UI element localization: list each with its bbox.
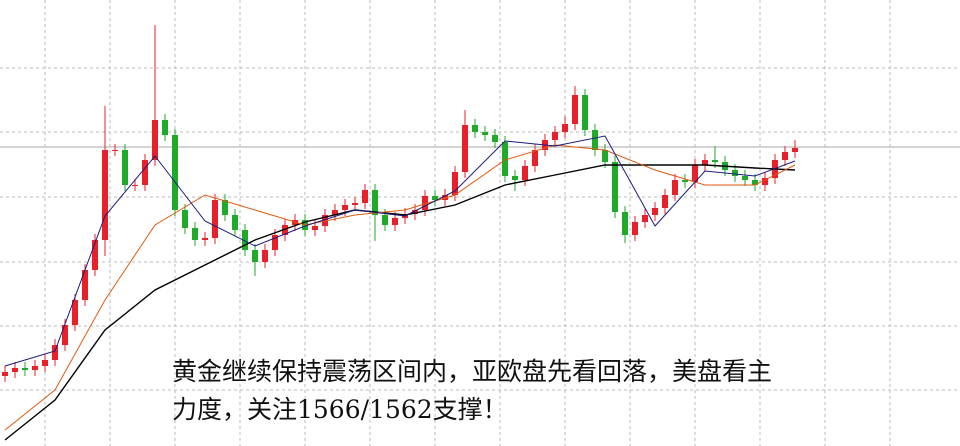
- candle-body: [522, 166, 528, 180]
- candle-body: [552, 132, 558, 140]
- candle-body: [712, 160, 718, 162]
- candle-body: [252, 250, 258, 262]
- candle-body: [752, 180, 758, 185]
- candle-body: [332, 210, 338, 215]
- candle-body: [432, 196, 438, 200]
- candle-body: [562, 124, 568, 132]
- candle-body: [472, 125, 478, 132]
- candle-body: [172, 135, 178, 210]
- candle-body: [642, 215, 648, 222]
- candle-body: [122, 150, 128, 185]
- candle-body: [462, 125, 468, 172]
- candle-body: [672, 180, 678, 195]
- candle-body: [2, 372, 8, 376]
- candle-body: [112, 150, 118, 151]
- candle-body: [152, 120, 158, 160]
- candle-body: [92, 240, 98, 270]
- candle-body: [652, 208, 658, 215]
- candle-body: [262, 250, 268, 262]
- candle-body: [602, 150, 608, 162]
- candle-body: [232, 215, 238, 230]
- candle-body: [392, 218, 398, 225]
- candle-body: [792, 148, 798, 152]
- candle-body: [62, 325, 68, 345]
- candle-body: [192, 228, 198, 240]
- candle-body: [272, 235, 278, 250]
- candle-body: [572, 95, 578, 124]
- candle-body: [782, 152, 788, 160]
- candle-body: [362, 190, 368, 203]
- candle-body: [492, 135, 498, 142]
- candle-body: [622, 212, 628, 235]
- candle-body: [372, 190, 378, 215]
- moving-average: [4, 164, 796, 441]
- candle-body: [342, 205, 348, 210]
- candle-body: [382, 215, 388, 225]
- candle-body: [682, 180, 688, 182]
- candle-body: [422, 196, 428, 210]
- candle-body: [202, 238, 208, 240]
- candle-body: [82, 270, 88, 300]
- candle-body: [12, 368, 18, 372]
- candle-body: [222, 200, 228, 215]
- candle-body: [72, 300, 78, 325]
- annotation: 力度，关注1566/1562支撑！: [172, 395, 508, 424]
- candle-body: [482, 132, 488, 135]
- candle-body: [182, 210, 188, 228]
- candle-body: [742, 176, 748, 180]
- candle-body: [22, 368, 28, 370]
- annotation: 黄金继续保持震荡区间内，亚欧盘先看回落，美盘看主: [172, 357, 772, 386]
- candle-body: [502, 142, 508, 176]
- candle-body: [132, 185, 138, 186]
- candle-body: [632, 222, 638, 235]
- candle-body: [732, 170, 738, 176]
- candle-body: [102, 150, 108, 240]
- candle-body: [762, 178, 768, 185]
- candle-body: [592, 130, 598, 150]
- candle-body: [582, 95, 588, 130]
- moving-average: [4, 135, 796, 367]
- candle-body: [452, 172, 458, 195]
- candle-body: [412, 210, 418, 214]
- candle-body: [532, 150, 538, 166]
- candle-body: [142, 160, 148, 185]
- candle-body: [312, 226, 318, 230]
- candle-body: [662, 195, 668, 208]
- candle-body: [702, 160, 708, 165]
- candle-body: [352, 203, 358, 205]
- candle-body: [42, 360, 48, 366]
- candle-body: [612, 162, 618, 212]
- candle-body: [52, 345, 58, 360]
- candle-body: [32, 366, 38, 370]
- candle-body: [282, 225, 288, 235]
- candle-body: [212, 200, 218, 238]
- moving-average: [4, 144, 796, 431]
- candle-body: [242, 230, 248, 250]
- candle-body: [162, 120, 168, 135]
- candle-body: [692, 165, 698, 182]
- candle-body: [512, 176, 518, 180]
